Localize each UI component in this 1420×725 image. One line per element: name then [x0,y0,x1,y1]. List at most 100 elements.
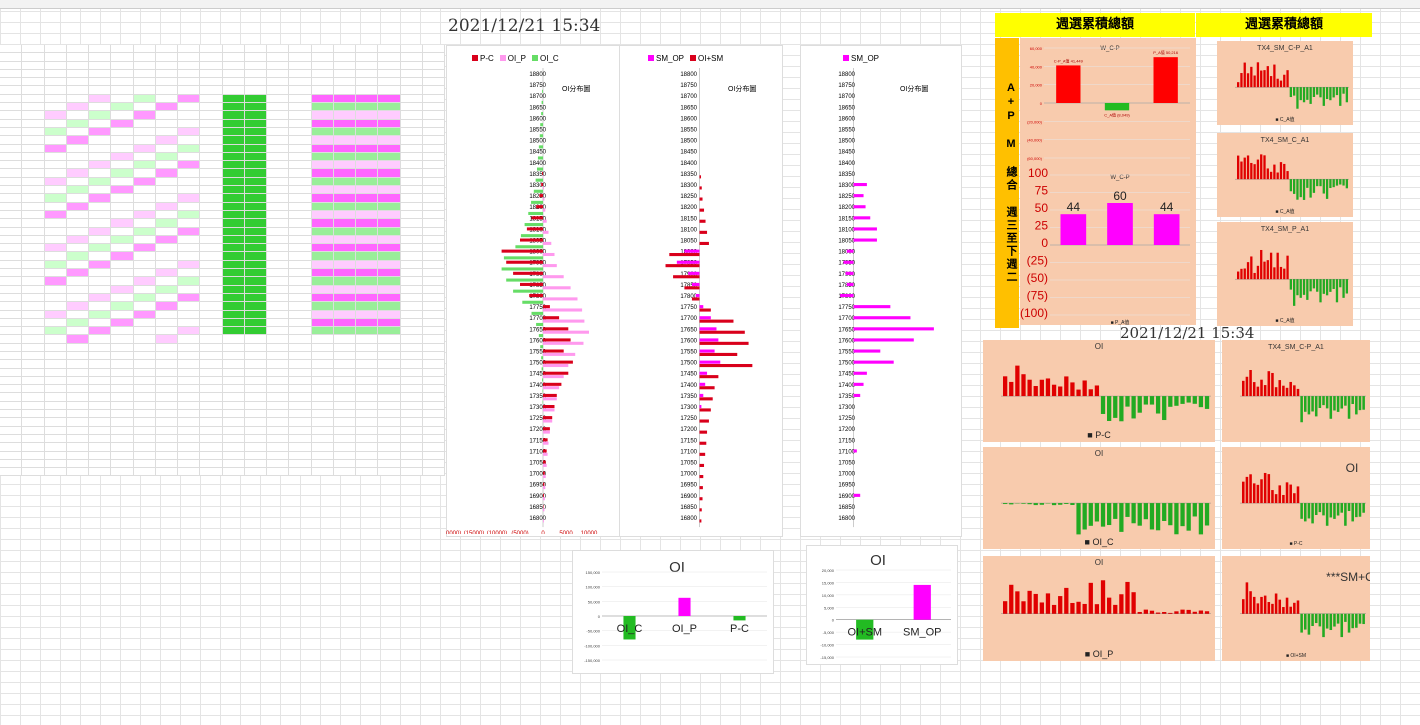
grid-cell [267,177,290,187]
grid-cell [222,327,245,336]
grid-cell [400,235,423,245]
grid-cell [178,426,201,435]
grid-cell [89,169,112,178]
grid-cell [378,127,401,137]
grid-cell [244,393,267,402]
grid-cell [356,161,379,170]
ladder-bar-oi-sm [669,253,700,257]
grid-cell [422,111,445,120]
mini-bar [1094,385,1100,397]
grid-cell [222,194,245,203]
grid-cell [111,269,134,278]
strike-tick-label: 18800 [680,72,697,78]
grid-cell [422,161,445,170]
grid-row [0,418,445,427]
ladder-bar-oi-sm [699,463,705,467]
grid-cell [0,310,23,319]
mini-chart: TX4_SM_C-P_A1■ C_A值 [1235,45,1349,123]
grid-cell [356,335,379,344]
mini-bar [1335,279,1339,303]
grid-cell [178,119,201,128]
grid-row [0,69,445,79]
grid-cell [89,136,112,145]
grid-cell [289,318,312,328]
grid-cell [200,260,223,270]
mini-bar [1300,396,1303,423]
strike-tick-label: 17400 [529,383,546,389]
grid-cell [356,401,379,411]
grid-cell [222,78,245,87]
mini-bar [1064,376,1069,397]
grid-cell [311,293,334,303]
strike-tick-label: 16850 [529,505,546,511]
grid-cell [400,219,423,228]
mini-bar [1149,396,1155,405]
grid-cell [22,434,45,444]
mini-bar [1180,396,1185,404]
grid-cell [155,368,178,377]
mini-bar [1119,503,1124,532]
mini-bar [1125,581,1130,614]
grid-cell [289,468,312,477]
grid-cell [200,252,223,261]
mini-bar [1243,157,1246,180]
grid-cell [222,468,245,477]
ladder-bar-oi-p [543,341,584,345]
grid-cell [289,127,312,137]
bar-annotation: P_A值 50,216 [1153,49,1179,55]
grid-cell [155,318,178,328]
grid-cell [89,227,112,236]
mini-bar [1250,162,1253,180]
strike-tick-label: 18600 [680,116,697,122]
grid-cell [289,210,312,220]
ladder-bar-oi-p [543,197,545,201]
mini-bar [1306,87,1309,100]
grid-cell [89,161,112,170]
grid-cell [44,177,67,187]
grid-cell [89,327,112,336]
mini-bar [1278,485,1282,504]
mini-chart: OI■ P-C [1001,342,1211,440]
strike-tick-label: 18150 [838,216,855,222]
mini-bar [1155,503,1161,531]
strike-tick-label: 17600 [838,338,855,344]
grid-cell [22,252,45,261]
grid-row [0,285,445,294]
grid-cell [267,136,290,145]
strike-tick-label: 16950 [529,483,546,489]
mini-bar [1149,610,1155,614]
grid-cell [0,78,23,87]
grid-cell [422,235,445,245]
grid-cell [111,177,134,187]
grid-cell [333,45,356,54]
mini-bar [1076,503,1081,535]
grid-cell [111,418,134,427]
x-tick-label: (20000) [446,531,461,534]
grid-cell [244,468,267,477]
grid-cell [378,443,401,452]
grid-cell [133,235,156,245]
grid-cell [22,343,45,352]
grid-cell [66,94,89,104]
grid-cell [178,219,201,228]
grid-cell [244,368,267,377]
grid-cell [356,293,379,303]
strike-tick-label: 17500 [529,361,546,367]
grid-cell [44,434,67,444]
grid-cell [422,202,445,211]
grid-cell [22,194,45,203]
grid-cell [222,310,245,319]
grid-cell [289,177,312,187]
grid-cell [333,285,356,294]
grid-cell [22,119,45,128]
category-label: P-C [730,623,749,635]
grid-cell [378,393,401,402]
grid-cell [422,103,445,112]
mini-bar [1362,613,1365,625]
grid-row [0,368,445,377]
grid-cell [111,443,134,452]
grid-cell [178,244,201,253]
grid-cell [111,385,134,394]
grid-cell [289,194,312,203]
grid-cell [66,61,89,70]
